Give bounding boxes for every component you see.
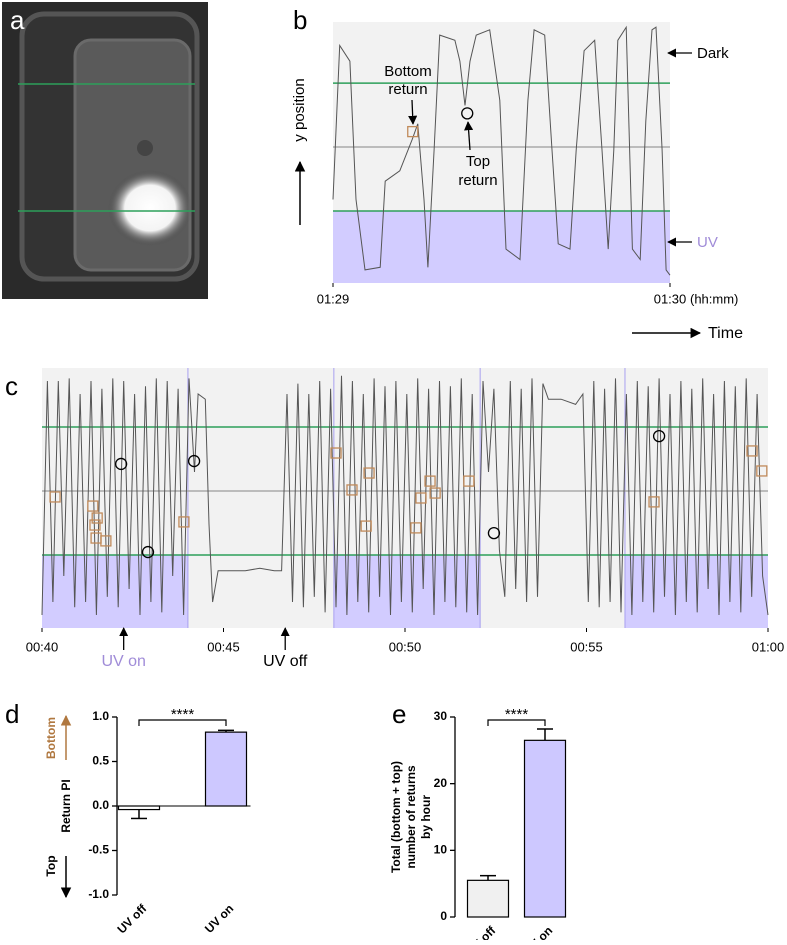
trace — [41, 375, 769, 616]
y-tick-label: 10 — [434, 843, 448, 857]
y-label: number of returns — [404, 765, 418, 869]
annotation: return — [388, 81, 427, 98]
top-return-marker — [461, 107, 474, 120]
y-tick-label: -0.5 — [88, 843, 109, 857]
bottom-return-marker — [746, 445, 758, 457]
top-return-marker — [652, 429, 666, 443]
panel-a-photo: a — [2, 2, 208, 299]
x-label: Time — [708, 325, 743, 342]
bottom-return-marker — [49, 491, 61, 503]
bottom-return-marker — [429, 487, 441, 499]
annotation: UV — [697, 234, 718, 251]
y-label: y position — [291, 78, 308, 141]
bottom-return-marker — [648, 496, 660, 508]
y-tick-label: 1.0 — [92, 709, 109, 723]
significance-bracket — [138, 719, 227, 726]
bar — [204, 731, 248, 807]
direction-label: Top — [44, 855, 58, 876]
y-tick-label: 30 — [434, 709, 448, 723]
y-label: Total (bottom + top) — [389, 761, 403, 873]
significance-bracket — [487, 719, 546, 726]
bottom-return-marker — [410, 522, 422, 534]
x-tick-label: UV off — [463, 923, 499, 940]
x-tick-label: UV on — [521, 923, 555, 940]
y-label: by hour — [419, 795, 433, 839]
x-tick-label: 00:50 — [389, 639, 422, 654]
panel-label: e — [392, 699, 406, 729]
event-label: UV off — [263, 653, 308, 670]
bottom-return-marker — [346, 484, 358, 496]
annotation: return — [458, 172, 497, 189]
bottom-return-marker — [463, 475, 475, 487]
x-tick-label: UV off — [114, 901, 150, 937]
bottom-return-marker — [178, 516, 190, 528]
annotation-arrow — [464, 121, 474, 151]
bar — [117, 805, 161, 811]
bottom-return-marker — [100, 535, 112, 547]
bar — [466, 879, 510, 918]
bottom-return-marker — [424, 475, 436, 487]
bottom-return-marker — [363, 467, 375, 479]
significance: **** — [171, 706, 195, 723]
x-tick-label: 00:40 — [26, 639, 59, 654]
y-label: Return PI — [59, 779, 73, 832]
bar — [523, 739, 567, 918]
x-tick-label: 00:45 — [207, 639, 240, 654]
bottom-return-marker — [91, 512, 103, 524]
panel-label: a — [10, 5, 25, 35]
panel-label: c — [5, 371, 18, 401]
uv-period — [333, 210, 670, 283]
x-tick-label: UV on — [202, 901, 236, 935]
uv-period — [42, 554, 188, 628]
x-unit: (hh:mm) — [690, 291, 738, 306]
panel-label: b — [293, 5, 307, 35]
light-spot — [108, 170, 192, 246]
bottom-return-marker — [87, 500, 99, 512]
bottom-return-marker — [330, 447, 342, 459]
top-return-marker — [487, 526, 501, 540]
x-tick-label: 01:29 — [317, 291, 350, 306]
x-tick-label: 00:55 — [570, 639, 603, 654]
annotation: Bottom — [384, 63, 432, 80]
y-tick-label: 20 — [434, 776, 448, 790]
tank-spot — [137, 140, 153, 156]
y-tick-label: -1.0 — [88, 887, 109, 901]
bottom-return-marker — [360, 520, 372, 532]
bottom-return-marker — [415, 492, 427, 504]
y-tick-label: 0.5 — [92, 754, 109, 768]
event-label: UV on — [101, 653, 145, 670]
panel-label: d — [5, 699, 19, 729]
direction-label: Bottom — [44, 717, 58, 759]
bottom-return-marker — [89, 519, 101, 531]
top-return-marker — [187, 454, 201, 468]
x-tick-label: 01:30 — [654, 291, 687, 306]
x-tick-label: 01:00 — [752, 639, 785, 654]
y-tick-label: 0 — [440, 909, 447, 923]
significance: **** — [505, 706, 529, 723]
annotation-arrow — [408, 99, 418, 125]
uv-period — [333, 554, 481, 628]
annotation: Top — [466, 153, 490, 170]
top-return-marker — [114, 457, 128, 471]
bottom-return-marker — [407, 125, 419, 138]
bottom-return-marker — [756, 465, 768, 477]
y-tick-label: 0.0 — [92, 798, 109, 812]
trace — [332, 25, 671, 276]
top-return-marker — [141, 545, 155, 559]
annotation: Dark — [697, 45, 729, 62]
